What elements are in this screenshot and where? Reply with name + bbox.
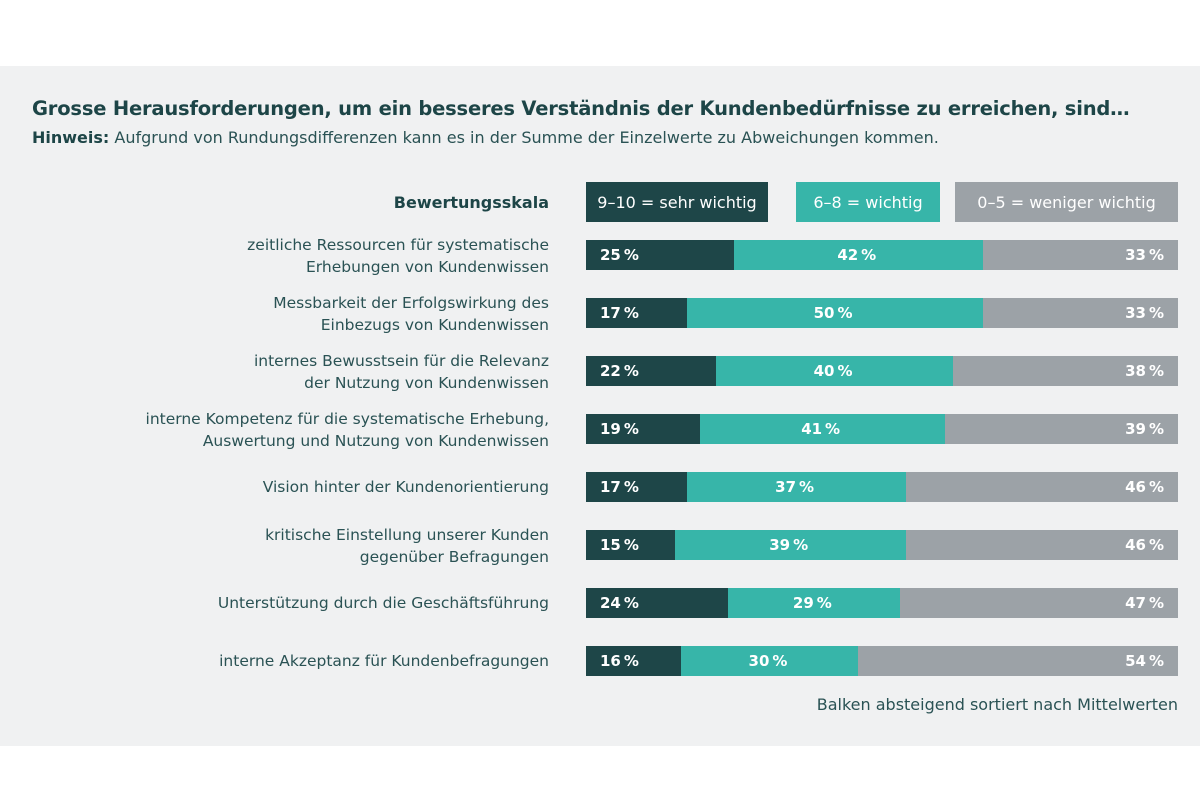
stacked-bar: 17 % 37 % 46 % — [586, 472, 1179, 502]
category-label-line: interne Akzeptanz für Kundenbefragungen — [219, 652, 549, 670]
category-label-line: internes Bewusstsein für die Relevanz — [253, 352, 549, 370]
category-label-line: Einbezugs von Kundenwissen — [320, 316, 549, 334]
bar-segment-weniger-wichtig — [953, 356, 1179, 386]
chart-footnote: Balken absteigend sortiert nach Mittelwe… — [816, 695, 1178, 714]
bar-segment-weniger-wichtig — [899, 588, 1179, 618]
category-label-line: Auswertung und Nutzung von Kundenwissen — [202, 432, 549, 450]
bar-segment-wichtig — [686, 472, 907, 502]
data-label: 39 % — [769, 536, 809, 554]
bar-segment-wichtig — [728, 588, 901, 618]
note-label: Hinweis: — [32, 128, 110, 147]
data-label: 22 % — [600, 362, 639, 380]
stacked-bar: 17 % 50 % 33 % — [586, 298, 1179, 328]
bar-segment-wichtig — [716, 356, 954, 386]
legend-title: Bewertungsskala — [393, 193, 549, 212]
stacked-bar: 22 % 40 % 38 % — [586, 356, 1179, 386]
category-label: Unterstützung durch die Geschäftsführung — [218, 592, 549, 614]
category-label-line: Messbarkeit der Erfolgswirkung des — [273, 294, 549, 312]
category-label-line: zeitliche Ressourcen für systematische — [247, 236, 549, 254]
data-label: 25 % — [600, 246, 639, 264]
bar-segment-weniger-wichtig — [905, 530, 1179, 560]
bar-segment-wichtig — [680, 646, 859, 676]
data-label: 30 % — [748, 652, 788, 670]
category-label: Vision hinter der Kundenorientierung — [263, 476, 549, 498]
stacked-bar: 24 % 29 % 47 % — [586, 588, 1179, 618]
category-label-line: Unterstützung durch die Geschäftsführung — [217, 594, 549, 612]
stacked-bar: 16 % 30 % 54 % — [586, 646, 1179, 676]
chart-title: Grosse Herausforderungen, um ein bessere… — [32, 97, 1130, 120]
category-label-line: der Nutzung von Kundenwissen — [304, 374, 549, 392]
bar-segment-sehr-wichtig — [586, 472, 688, 502]
legend-item-wichtig: 6–8 = wichtig — [796, 182, 940, 222]
bar-segment-wichtig — [699, 414, 946, 444]
data-label: 54 % — [1125, 652, 1164, 670]
bar-segment-sehr-wichtig — [586, 530, 676, 560]
data-label: 33 % — [1125, 246, 1164, 264]
stacked-bar: 25 % 42 % 33 % — [586, 240, 1179, 270]
category-label-line: interne Kompetenz für die systematische … — [145, 410, 549, 428]
bar-segment-sehr-wichtig — [586, 298, 688, 328]
data-label: 41 % — [801, 420, 841, 438]
legend-item-sehr-wichtig: 9–10 = sehr wichtig — [586, 182, 768, 222]
category-label: internes Bewusstsein für die Relevanz der… — [254, 350, 549, 394]
category-label: zeitliche Ressourcen für systematische Er… — [247, 234, 549, 278]
bar-segment-sehr-wichtig — [586, 414, 701, 444]
bar-segment-weniger-wichtig — [944, 414, 1179, 444]
bar-segment-weniger-wichtig — [905, 472, 1179, 502]
bar-segment-sehr-wichtig — [586, 356, 717, 386]
category-label: Messbarkeit der Erfolgswirkung des Einbez… — [273, 292, 549, 336]
category-label: interne Kompetenz für die systematische … — [146, 408, 549, 452]
bar-segment-wichtig — [674, 530, 907, 560]
data-label: 37 % — [775, 478, 815, 496]
data-label: 17 % — [600, 478, 639, 496]
category-label-line: gegenüber Befragungen — [359, 548, 549, 566]
stacked-bar: 15 % 39 % 46 % — [586, 530, 1179, 560]
data-label: 24 % — [600, 594, 639, 612]
bar-segment-sehr-wichtig — [586, 646, 682, 676]
bar-segment-sehr-wichtig — [586, 240, 735, 270]
bar-segment-wichtig — [734, 240, 984, 270]
category-label-line: Vision hinter der Kundenorientierung — [262, 478, 549, 496]
bar-segment-weniger-wichtig — [982, 298, 1179, 328]
category-label-line: kritische Einstellung unserer Kunden — [265, 526, 549, 544]
data-label: 38 % — [1125, 362, 1164, 380]
data-label: 19 % — [600, 420, 639, 438]
bar-segment-sehr-wichtig — [586, 588, 729, 618]
data-label: 15 % — [600, 536, 639, 554]
note-text: Aufgrund von Rundungsdifferenzen kann es… — [109, 128, 939, 147]
data-label: 17 % — [600, 304, 639, 322]
data-label: 16 % — [600, 652, 639, 670]
data-label: 46 % — [1125, 478, 1164, 496]
chart-note: Hinweis: Aufgrund von Rundungsdifferenze… — [32, 128, 939, 147]
data-label: 42 % — [837, 246, 877, 264]
chart-panel — [0, 66, 1200, 746]
data-label: 40 % — [813, 362, 853, 380]
data-label: 33 % — [1125, 304, 1164, 322]
category-label-line: Erhebungen von Kundenwissen — [305, 258, 549, 276]
category-label: interne Akzeptanz für Kundenbefragungen — [219, 650, 549, 672]
bar-segment-wichtig — [686, 298, 984, 328]
bar-segment-weniger-wichtig — [858, 646, 1179, 676]
stacked-bar: 19 % 41 % 39 % — [586, 414, 1179, 444]
data-label: 46 % — [1125, 536, 1164, 554]
data-label: 39 % — [1125, 420, 1164, 438]
data-label: 50 % — [813, 304, 853, 322]
category-label: kritische Einstellung unserer Kunden gege… — [265, 524, 549, 568]
bar-segment-weniger-wichtig — [982, 240, 1179, 270]
data-label: 47 % — [1125, 594, 1164, 612]
legend-item-weniger-wichtig: 0–5 = weniger wichtig — [955, 182, 1178, 222]
data-label: 29 % — [792, 594, 832, 612]
